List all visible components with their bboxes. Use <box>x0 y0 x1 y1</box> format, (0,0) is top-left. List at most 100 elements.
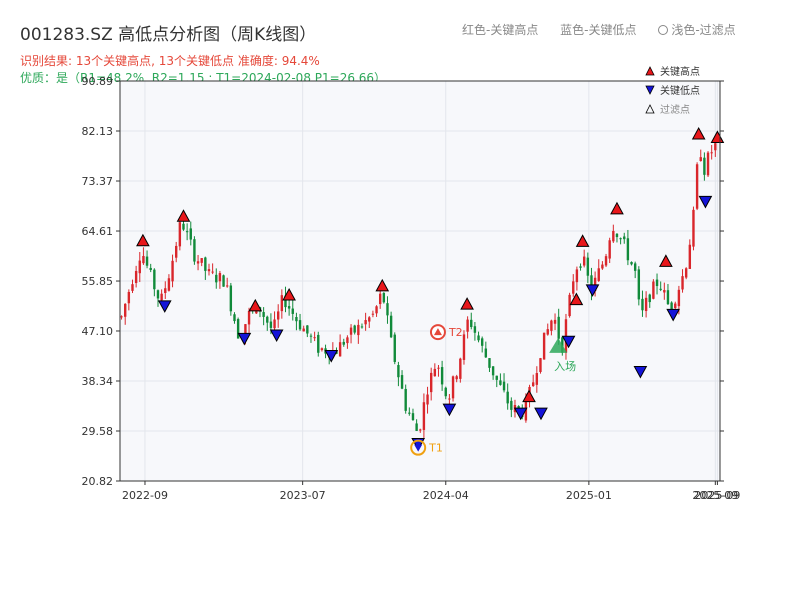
candle-body <box>134 270 138 283</box>
candle-body <box>506 391 509 404</box>
candle-body <box>211 271 214 273</box>
candle-body <box>688 244 692 269</box>
candle-body <box>706 152 710 176</box>
legend-label: 关键高点 <box>660 65 700 78</box>
candle-body <box>273 319 276 329</box>
candle-body <box>138 260 141 274</box>
candle-body <box>644 297 648 312</box>
candle-body <box>247 310 251 325</box>
circle-icon <box>658 25 669 35</box>
key-low-marker <box>324 350 339 363</box>
key-low-marker <box>666 308 681 322</box>
candle-body <box>295 317 298 322</box>
legend-red-label: 红色-关键高点 <box>462 23 539 37</box>
candle-body <box>153 269 156 290</box>
candle-body <box>419 429 422 431</box>
candle-body <box>342 341 345 345</box>
x-tick-label: 2022-09 <box>122 489 168 502</box>
candle-body <box>276 311 280 320</box>
candle-body <box>601 264 604 269</box>
candle-body <box>317 334 320 353</box>
t1-inner-marker <box>414 444 423 452</box>
y-tick-label: 90.89 <box>82 75 114 88</box>
candle-body <box>185 231 189 233</box>
candle-body <box>491 366 495 376</box>
key-high-marker <box>136 233 150 247</box>
candle-body <box>360 326 364 328</box>
t2-inner-marker <box>433 328 442 336</box>
candle-body <box>171 260 174 282</box>
candle-body <box>269 321 273 328</box>
key-low-marker <box>633 366 648 379</box>
candle-body <box>626 238 630 261</box>
candle-body <box>415 423 418 431</box>
candle-body <box>145 256 149 266</box>
y-tick-label: 73.37 <box>82 175 114 188</box>
candle-body <box>218 273 222 282</box>
annotation-label: 入场 <box>554 359 576 373</box>
candle-body <box>200 258 203 263</box>
candle-body <box>440 367 444 385</box>
candle-body <box>266 316 269 323</box>
candle-body <box>397 365 400 378</box>
key-high-marker <box>176 209 191 222</box>
candle-body <box>451 376 455 399</box>
candle-body <box>229 285 233 312</box>
y-tick-label: 55.85 <box>82 275 114 288</box>
candle-body <box>244 324 247 338</box>
key-low-marker <box>534 407 548 421</box>
candle-body <box>714 143 717 151</box>
candle-body <box>477 335 480 341</box>
candle-body <box>542 332 546 360</box>
y-tick-label: 64.61 <box>82 225 114 238</box>
x-tick-label: 2025-01 <box>566 489 612 502</box>
y-tick-label: 29.58 <box>82 425 114 438</box>
candle-body <box>404 388 407 411</box>
candle-body <box>302 328 305 332</box>
candle-body <box>655 279 659 287</box>
y-tick-label: 47.10 <box>82 325 114 338</box>
candle-body <box>222 275 225 287</box>
candle-body <box>448 398 451 400</box>
candle-body <box>663 290 666 293</box>
candle-body <box>568 294 571 317</box>
candle-body <box>204 257 207 271</box>
candle-body <box>236 319 240 339</box>
candle-body <box>408 412 411 414</box>
top-legend: 红色-关键高点 蓝色-关键低点 浅色-过滤点 <box>462 21 754 38</box>
legend-label: 过滤点 <box>660 103 690 116</box>
y-tick-label: 38.34 <box>82 375 114 388</box>
candle-body <box>280 295 284 312</box>
candle-body <box>470 319 473 328</box>
candle-body <box>215 274 218 283</box>
candle-body <box>473 326 477 333</box>
x-tick-label: 2025-09 <box>692 489 738 502</box>
candle-body <box>699 157 702 162</box>
key-low-marker <box>157 300 172 313</box>
candle-body <box>287 306 291 309</box>
candle-body <box>393 334 396 362</box>
candle-body <box>149 267 152 270</box>
candle-body <box>433 368 437 377</box>
key-high-marker <box>375 278 390 292</box>
candle-body <box>378 293 382 305</box>
candle-body <box>582 256 586 266</box>
candle-body <box>459 358 462 379</box>
candle-body <box>550 320 553 331</box>
key-low-marker <box>513 407 528 421</box>
candle-body <box>666 290 670 305</box>
candle-body <box>495 375 498 380</box>
candle-body <box>703 157 706 175</box>
result-subtitle: 识别结果: 13个关键高点, 13个关键低点 准确度: 94.4% <box>20 54 320 68</box>
candle-body <box>167 278 171 291</box>
candle-body <box>196 261 200 264</box>
key-high-marker <box>575 234 590 247</box>
key-high-marker <box>248 298 263 312</box>
key-high-marker <box>610 201 624 215</box>
candle-body <box>349 327 353 335</box>
candle-body <box>553 319 557 324</box>
legend-light-item: 浅色-过滤点 <box>658 23 736 37</box>
legend-marker-low <box>645 85 655 95</box>
